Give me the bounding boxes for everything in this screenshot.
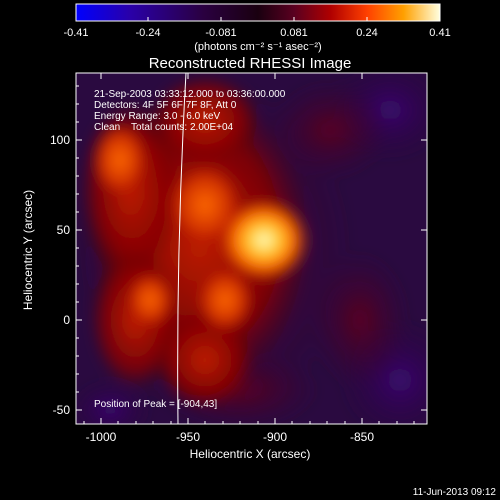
colorbar-tick-label: 0.24 — [356, 27, 377, 39]
x-axis-ticks — [83, 73, 415, 424]
solar-limb-line — [177, 73, 187, 424]
y-axis-ticks — [76, 85, 427, 411]
y-tick-label: 50 — [57, 223, 71, 237]
image-title: Reconstructed RHESSI Image — [149, 55, 352, 72]
colorbar — [75, 3, 441, 22]
x-tick-label: -950 — [176, 430, 200, 444]
colorbar-tick-label: -0.41 — [63, 27, 88, 39]
colorbar-units-label: (photons cm⁻² s⁻¹ asec⁻²) — [194, 41, 321, 53]
footer-timestamp: 11-Jun-2013 09:12 — [413, 487, 497, 498]
x-axis-label: Heliocentric X (arcsec) — [190, 447, 311, 461]
colorbar-tick-label: -0.24 — [135, 27, 160, 39]
colorbar-tick-label: -0.081 — [205, 27, 236, 39]
colorbar-ticks — [147, 17, 368, 21]
x-tick-label: -850 — [350, 430, 374, 444]
info-line: Energy Range: 3.0 - 6.0 keV — [94, 111, 221, 122]
colorbar-tick-label: 0.41 — [429, 27, 450, 39]
y-tick-label: 0 — [63, 313, 70, 327]
colorbar-tick-labels: -0.41 -0.24 -0.081 0.081 0.24 0.41 — [63, 27, 450, 39]
x-tick-label: -900 — [263, 430, 287, 444]
colorbar-tick-label: 0.081 — [280, 27, 308, 39]
peak-position-label: Position of Peak = [-904,43] — [94, 399, 217, 410]
rhessi-map — [76, 73, 427, 424]
info-line: 21-Sep-2003 03:33:12.000 to 03:36:00.000 — [94, 89, 286, 100]
y-axis-tick-labels: -50 0 50 100 — [50, 133, 70, 417]
y-tick-label: 100 — [50, 133, 70, 147]
info-line: Clean Total counts: 2.00E+04 — [94, 122, 234, 133]
info-line: Detectors: 4F 5F 6F 7F 8F, Att 0 — [94, 100, 237, 111]
x-tick-label: -1000 — [86, 430, 117, 444]
x-axis-tick-labels: -1000 -950 -900 -850 — [86, 430, 375, 444]
observation-info: 21-Sep-2003 03:33:12.000 to 03:36:00.000… — [94, 89, 286, 133]
y-axis-label: Heliocentric Y (arcsec) — [21, 190, 35, 310]
y-tick-label: -50 — [53, 403, 71, 417]
